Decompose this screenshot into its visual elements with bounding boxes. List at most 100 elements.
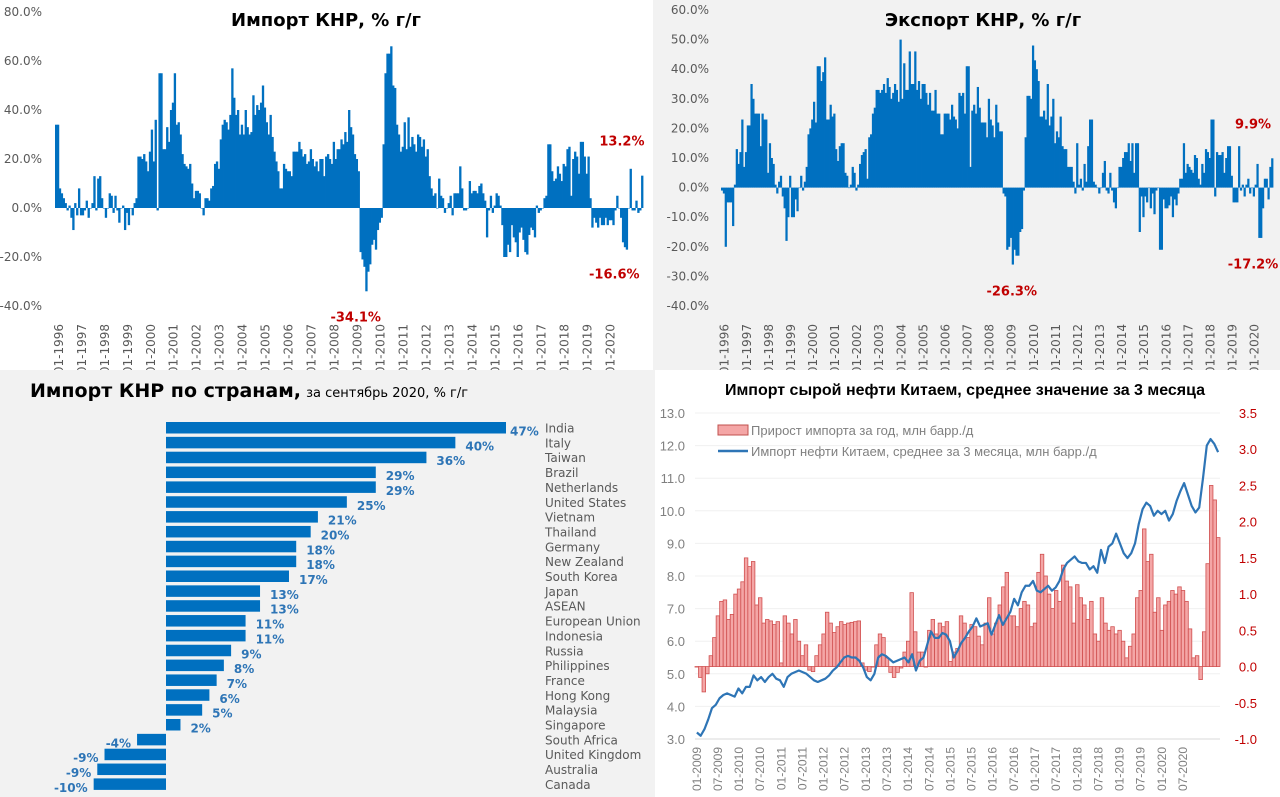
- country-value-label: 47%: [510, 425, 539, 439]
- bar: [1031, 45, 1035, 188]
- bar: [616, 195, 619, 208]
- oil-growth-bar: [754, 604, 759, 667]
- bar: [1085, 181, 1088, 188]
- bar: [1171, 187, 1175, 218]
- oil-growth-bar: [1089, 600, 1094, 667]
- bar: [74, 203, 77, 208]
- oil-growth-bar: [1099, 597, 1105, 667]
- oil-growth-bar: [821, 633, 826, 667]
- x-tick-label: 07-2012: [838, 747, 852, 791]
- oil-growth-bar: [726, 619, 731, 667]
- oil-growth-bar: [1068, 586, 1073, 667]
- country-bar: [166, 525, 311, 538]
- bar: [328, 159, 332, 208]
- bar: [881, 89, 884, 188]
- x-tick-label: 01-2001: [167, 324, 181, 370]
- bar: [993, 137, 996, 188]
- bar: [606, 208, 609, 226]
- y-tick-label: 20.0%: [671, 121, 709, 135]
- bar: [995, 104, 998, 188]
- oil-growth-bar: [765, 619, 770, 667]
- bar: [192, 198, 196, 208]
- bar: [969, 166, 972, 188]
- oil-legend: Прирост импорта за год, млн барр./д Импо…: [717, 423, 1097, 459]
- bar: [355, 159, 359, 208]
- bar: [171, 102, 175, 208]
- oil-growth-bar: [775, 621, 780, 667]
- bar: [472, 190, 475, 208]
- x-tick-label: 01-2016: [986, 747, 1000, 791]
- oil-growth-bar: [856, 620, 862, 667]
- oil-growth-bar: [976, 635, 981, 667]
- bar: [560, 181, 563, 208]
- bar: [1133, 172, 1136, 188]
- bar: [949, 119, 952, 188]
- bar: [941, 134, 945, 188]
- bar: [767, 172, 770, 188]
- oil-growth-bar: [1212, 499, 1217, 667]
- bar: [614, 208, 617, 211]
- oil-growth-bar: [923, 666, 928, 668]
- country-name-label: South Africa: [545, 733, 618, 747]
- bar: [543, 198, 546, 208]
- bar: [633, 208, 636, 211]
- bar: [286, 171, 290, 208]
- oil-growth-bar: [1106, 629, 1112, 667]
- y-tick-label: -20.0%: [0, 250, 42, 264]
- country-value-label: 9%: [241, 647, 261, 661]
- bar: [1028, 95, 1031, 188]
- bar: [1011, 187, 1014, 265]
- bar: [1044, 119, 1048, 188]
- bar: [143, 154, 146, 208]
- bar: [503, 208, 506, 257]
- bar: [558, 173, 562, 208]
- country-name-label: Thailand: [544, 525, 597, 539]
- country-bar: [166, 674, 217, 686]
- country-bar: [166, 570, 289, 582]
- country-bar: [166, 585, 261, 597]
- bar: [259, 102, 263, 208]
- bar: [110, 195, 113, 208]
- bar: [1068, 166, 1071, 188]
- bar: [1098, 187, 1101, 194]
- bar: [512, 208, 516, 238]
- bar: [294, 151, 297, 208]
- country-bar: [166, 496, 347, 508]
- y-right-tick-label: 3.5: [1239, 406, 1257, 421]
- oil-growth-bar: [715, 615, 721, 667]
- countries-chart-title: Импорт КНР по странам, за сентябрь 2020,…: [30, 380, 468, 402]
- bar: [83, 208, 87, 211]
- oil-line: [696, 437, 1220, 737]
- bar: [958, 92, 961, 188]
- x-tick-label: 01-2017: [534, 324, 548, 370]
- bar: [1204, 149, 1208, 188]
- bar: [914, 51, 917, 188]
- bar: [641, 175, 644, 208]
- bar: [822, 72, 825, 188]
- bar: [1048, 125, 1051, 188]
- bar: [882, 84, 886, 188]
- x-tick-label: 01-2016: [512, 324, 526, 370]
- bar: [620, 208, 623, 218]
- bar: [917, 81, 921, 188]
- oil-growth-bar: [1163, 604, 1168, 667]
- bar: [774, 184, 777, 188]
- oil-growth-bar: [1131, 633, 1136, 667]
- bar: [213, 163, 217, 208]
- x-tick-label: 01-2006: [282, 324, 296, 370]
- x-tick-label: 01-2010: [732, 747, 746, 791]
- country-name-label: Australia: [545, 763, 598, 777]
- bar: [489, 195, 493, 208]
- bar: [1118, 166, 1121, 188]
- bar: [1052, 98, 1055, 188]
- x-tick-label: 01-2005: [259, 324, 273, 370]
- bar: [403, 122, 406, 208]
- bar: [927, 104, 930, 188]
- x-tick-label: 01-1997: [75, 324, 89, 370]
- bar: [436, 208, 439, 209]
- bar: [244, 110, 247, 208]
- bar: [895, 89, 899, 188]
- bar: [453, 193, 456, 208]
- bar: [873, 107, 876, 188]
- bar: [770, 158, 773, 188]
